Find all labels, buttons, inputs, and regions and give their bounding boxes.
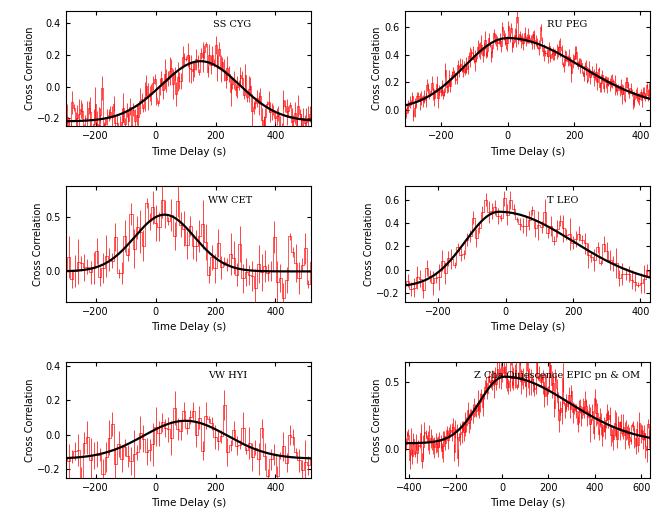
X-axis label: Time Delay (s): Time Delay (s)	[490, 322, 565, 332]
Text: VW HYI: VW HYI	[208, 371, 248, 380]
X-axis label: Time Delay (s): Time Delay (s)	[151, 146, 226, 156]
X-axis label: Time Delay (s): Time Delay (s)	[151, 322, 226, 332]
Y-axis label: Cross Correlation: Cross Correlation	[372, 27, 382, 110]
Text: WW CET: WW CET	[208, 195, 252, 205]
Y-axis label: Cross Correlation: Cross Correlation	[24, 27, 35, 110]
Y-axis label: Cross Correlation: Cross Correlation	[372, 378, 382, 461]
Text: T LEO: T LEO	[547, 195, 579, 205]
Y-axis label: Cross Correlation: Cross Correlation	[24, 378, 35, 461]
X-axis label: Time Delay (s): Time Delay (s)	[490, 498, 565, 508]
Text: Z Cha Quiescence EPIC pn & OM: Z Cha Quiescence EPIC pn & OM	[474, 371, 640, 380]
Text: RU PEG: RU PEG	[547, 20, 587, 29]
X-axis label: Time Delay (s): Time Delay (s)	[490, 146, 565, 156]
Text: SS CYG: SS CYG	[213, 20, 251, 29]
Y-axis label: Cross Correlation: Cross Correlation	[363, 202, 374, 286]
X-axis label: Time Delay (s): Time Delay (s)	[151, 498, 226, 508]
Y-axis label: Cross Correlation: Cross Correlation	[33, 202, 43, 286]
